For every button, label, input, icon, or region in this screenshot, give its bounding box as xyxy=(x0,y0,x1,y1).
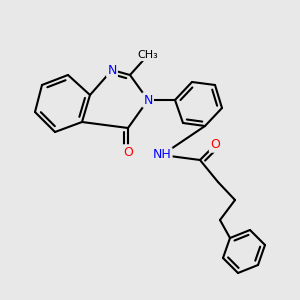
Text: O: O xyxy=(210,139,220,152)
Text: N: N xyxy=(107,64,117,76)
Text: NH: NH xyxy=(153,148,171,161)
Text: O: O xyxy=(123,146,133,158)
Text: CH₃: CH₃ xyxy=(138,50,158,60)
Text: N: N xyxy=(143,94,153,106)
